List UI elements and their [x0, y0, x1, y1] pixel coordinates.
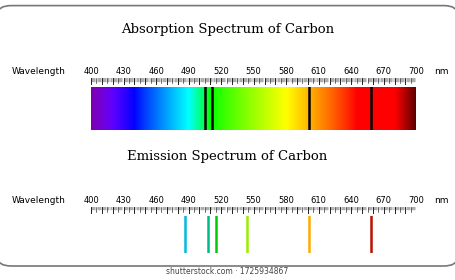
Text: 610: 610	[311, 196, 327, 205]
Text: 580: 580	[278, 67, 294, 76]
Text: 460: 460	[148, 196, 164, 205]
Text: 580: 580	[278, 196, 294, 205]
Text: 700: 700	[409, 196, 424, 205]
Text: 550: 550	[246, 196, 262, 205]
Text: nm: nm	[435, 196, 449, 205]
Text: 550: 550	[246, 67, 262, 76]
Text: 520: 520	[213, 196, 229, 205]
Text: Emission Spectrum of Carbon: Emission Spectrum of Carbon	[127, 150, 328, 163]
FancyBboxPatch shape	[0, 6, 455, 266]
Text: shutterstock.com · 1725934867: shutterstock.com · 1725934867	[167, 267, 288, 276]
Text: 670: 670	[376, 196, 392, 205]
Text: 490: 490	[181, 67, 197, 76]
Text: 400: 400	[83, 67, 99, 76]
Text: 490: 490	[181, 196, 197, 205]
Text: 700: 700	[409, 67, 424, 76]
Text: 640: 640	[344, 196, 359, 205]
Text: 520: 520	[213, 67, 229, 76]
Text: Wavelength: Wavelength	[11, 196, 65, 205]
Text: 430: 430	[116, 196, 131, 205]
Text: Absorption Spectrum of Carbon: Absorption Spectrum of Carbon	[121, 23, 334, 36]
Text: Wavelength: Wavelength	[11, 67, 65, 76]
Text: 670: 670	[376, 67, 392, 76]
Text: 400: 400	[83, 196, 99, 205]
Text: 460: 460	[148, 67, 164, 76]
Text: 640: 640	[344, 67, 359, 76]
Text: 430: 430	[116, 67, 131, 76]
Text: 610: 610	[311, 67, 327, 76]
Text: nm: nm	[435, 67, 449, 76]
